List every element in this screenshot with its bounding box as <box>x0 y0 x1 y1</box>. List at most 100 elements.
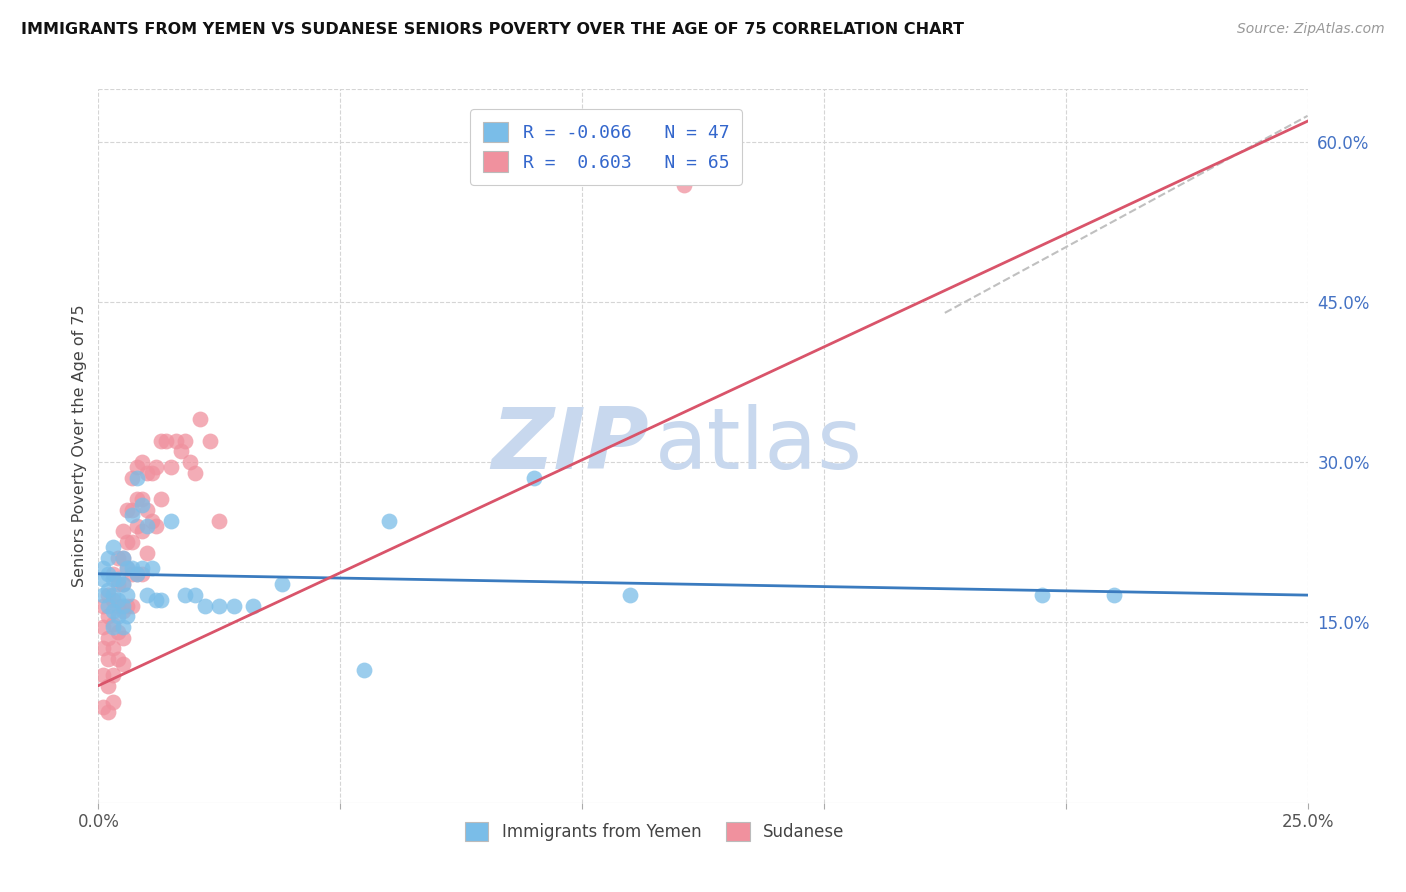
Point <box>141 466 163 480</box>
Point <box>184 588 207 602</box>
Point <box>97 679 120 693</box>
Point <box>165 434 187 448</box>
Point <box>194 599 217 613</box>
Point <box>127 471 149 485</box>
Point <box>111 599 134 613</box>
Point <box>174 588 197 602</box>
Point <box>97 588 120 602</box>
Point <box>131 566 153 581</box>
Point <box>111 577 134 591</box>
Point <box>101 668 124 682</box>
Point <box>111 550 134 565</box>
Point <box>127 519 149 533</box>
Point <box>619 588 641 602</box>
Point <box>1031 588 1053 602</box>
Point <box>107 572 129 586</box>
Point <box>101 593 124 607</box>
Point <box>271 577 294 591</box>
Point <box>131 498 153 512</box>
Point <box>353 663 375 677</box>
Point <box>131 455 153 469</box>
Point <box>121 503 143 517</box>
Point <box>145 460 167 475</box>
Point <box>91 668 114 682</box>
Point <box>127 460 149 475</box>
Point <box>117 503 139 517</box>
Legend: Immigrants from Yemen, Sudanese: Immigrants from Yemen, Sudanese <box>458 815 851 848</box>
Point <box>101 588 124 602</box>
Point <box>101 620 124 634</box>
Point <box>97 609 120 624</box>
Point <box>97 566 120 581</box>
Point <box>111 524 134 539</box>
Point <box>117 561 139 575</box>
Point <box>184 466 207 480</box>
Text: IMMIGRANTS FROM YEMEN VS SUDANESE SENIORS POVERTY OVER THE AGE OF 75 CORRELATION: IMMIGRANTS FROM YEMEN VS SUDANESE SENIOR… <box>21 22 965 37</box>
Point <box>135 519 157 533</box>
Point <box>377 514 399 528</box>
Point <box>150 434 173 448</box>
Point <box>135 503 157 517</box>
Point <box>150 593 173 607</box>
Point <box>208 514 231 528</box>
Point <box>101 540 124 554</box>
Point <box>107 652 129 666</box>
Point <box>145 593 167 607</box>
Point <box>91 700 114 714</box>
Text: Source: ZipAtlas.com: Source: ZipAtlas.com <box>1237 22 1385 37</box>
Point <box>91 588 114 602</box>
Point <box>91 641 114 656</box>
Text: ZIP: ZIP <box>491 404 648 488</box>
Point <box>121 599 143 613</box>
Point <box>145 519 167 533</box>
Point <box>111 631 134 645</box>
Point <box>127 566 149 581</box>
Point <box>155 434 177 448</box>
Point <box>117 561 139 575</box>
Point <box>111 550 134 565</box>
Point <box>107 625 129 640</box>
Point <box>127 492 149 507</box>
Point <box>101 572 124 586</box>
Point <box>107 599 129 613</box>
Point <box>121 566 143 581</box>
Point <box>117 599 139 613</box>
Point <box>111 604 134 618</box>
Point <box>188 412 211 426</box>
Y-axis label: Seniors Poverty Over the Age of 75: Seniors Poverty Over the Age of 75 <box>72 305 87 587</box>
Point <box>111 657 134 672</box>
Point <box>131 524 153 539</box>
Point <box>135 588 157 602</box>
Point <box>107 609 129 624</box>
Point <box>111 620 134 634</box>
Point <box>242 599 264 613</box>
Point <box>121 534 143 549</box>
Point <box>672 178 695 192</box>
Point <box>107 593 129 607</box>
Point <box>101 566 124 581</box>
Point <box>97 599 120 613</box>
Point <box>179 455 201 469</box>
Point <box>160 514 183 528</box>
Point <box>101 604 124 618</box>
Point <box>97 706 120 720</box>
Point <box>117 609 139 624</box>
Point <box>121 471 143 485</box>
Point <box>91 599 114 613</box>
Point <box>208 599 231 613</box>
Point <box>135 545 157 559</box>
Point <box>117 534 139 549</box>
Point <box>1102 588 1125 602</box>
Point <box>97 631 120 645</box>
Point <box>107 577 129 591</box>
Point <box>169 444 191 458</box>
Point <box>121 508 143 523</box>
Point <box>107 550 129 565</box>
Point <box>101 641 124 656</box>
Point <box>131 561 153 575</box>
Point <box>121 561 143 575</box>
Point <box>91 561 114 575</box>
Point <box>198 434 221 448</box>
Point <box>523 471 546 485</box>
Point <box>127 566 149 581</box>
